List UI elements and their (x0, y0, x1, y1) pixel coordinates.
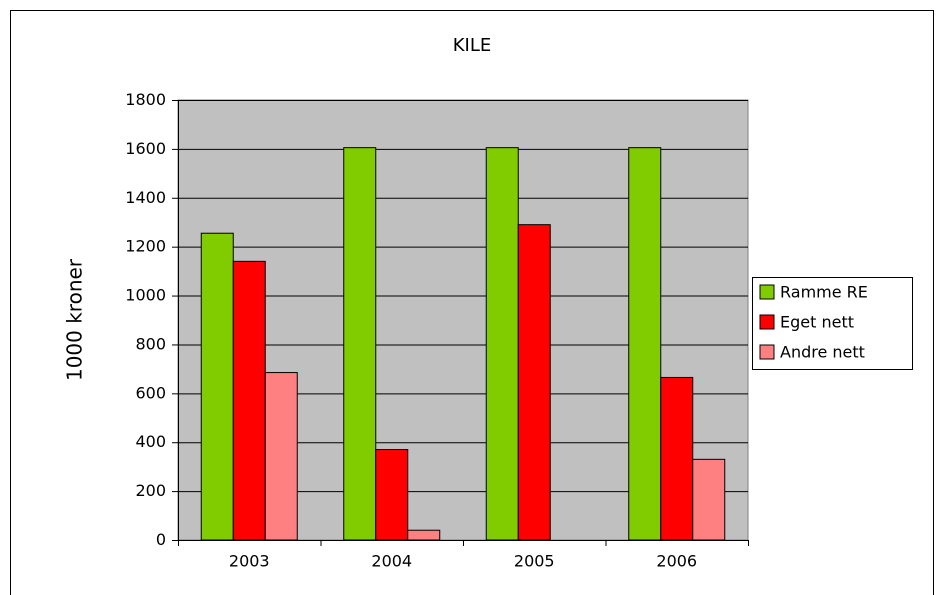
legend-box (752, 277, 913, 370)
legend-swatch (759, 314, 775, 330)
x-tick-label: 2005 (514, 552, 555, 571)
bar (200, 232, 234, 541)
y-tick-label: 0 (156, 530, 166, 549)
legend-swatch (759, 344, 775, 360)
legend-label: Eget nett (780, 313, 854, 332)
y-tick-label: 1400 (125, 188, 166, 207)
y-tick-label: 1000 (125, 286, 166, 305)
bar (264, 372, 298, 541)
bar (407, 529, 441, 541)
legend-label: Andre nett (780, 343, 865, 362)
y-tick-label: 1200 (125, 237, 166, 256)
bar (375, 449, 409, 541)
legend-label: Ramme RE (780, 283, 868, 302)
bar (517, 224, 551, 541)
x-tick-label: 2004 (371, 552, 412, 571)
x-tick-label: 2003 (229, 552, 270, 571)
y-tick-label: 200 (135, 481, 166, 500)
y-tick-label: 1600 (125, 139, 166, 158)
x-tick-label: 2006 (656, 552, 697, 571)
chart-title: KILE (453, 35, 492, 56)
bar (660, 376, 694, 541)
y-axis-label: 1000 kroner (63, 258, 87, 381)
y-tick-label: 1800 (125, 90, 166, 109)
bar (343, 147, 377, 541)
bar (692, 458, 726, 541)
y-tick-label: 600 (135, 383, 166, 402)
y-tick-label: 400 (135, 432, 166, 451)
y-tick-label: 800 (135, 334, 166, 353)
bar (232, 260, 266, 541)
bar (485, 147, 519, 541)
bar (628, 147, 662, 541)
legend-swatch (759, 284, 775, 300)
